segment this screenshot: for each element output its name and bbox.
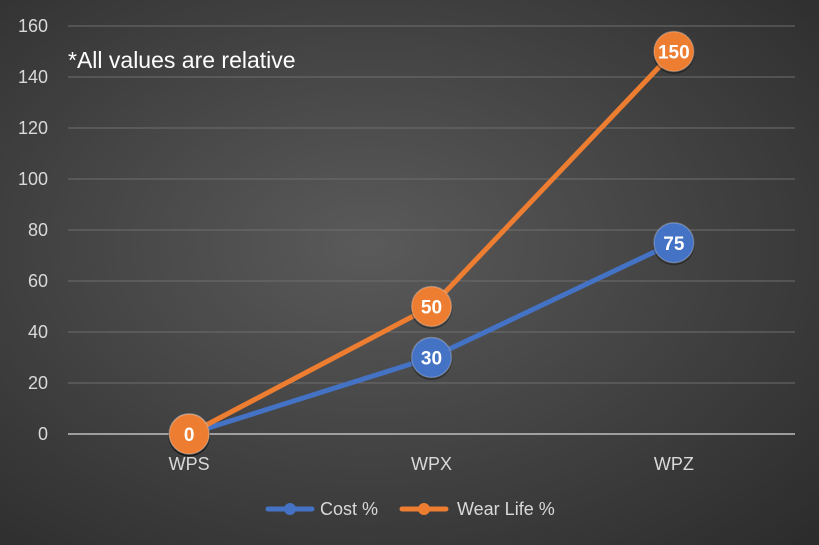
legend-marker-0	[284, 503, 296, 515]
x-axis-ticks: WPS WPX WPZ	[169, 454, 694, 474]
y-tick-label: 140	[18, 67, 48, 87]
data-label: 0	[184, 425, 195, 446]
data-point	[410, 336, 453, 379]
data-point	[653, 30, 695, 73]
legend-label: Wear Life %	[457, 499, 555, 519]
legend-marker-1	[418, 503, 430, 515]
y-tick-label: 40	[28, 322, 48, 342]
gridlines	[68, 25, 795, 435]
x-tick-label: WPX	[411, 454, 452, 474]
x-tick-label: WPZ	[654, 454, 694, 474]
legend-label: Cost %	[320, 499, 378, 519]
y-tick-label: 120	[18, 118, 48, 138]
data-label: 150	[658, 43, 690, 64]
y-tick-label: 100	[18, 169, 48, 189]
x-tick-label: WPS	[169, 454, 210, 474]
y-tick-label: 80	[28, 220, 48, 240]
data-markers: 03075050150	[168, 30, 695, 457]
data-label: 30	[421, 349, 442, 370]
legend: Cost % Wear Life %	[265, 499, 555, 519]
chart-annotation: *All values are relative	[68, 47, 296, 73]
y-tick-label: 20	[28, 373, 48, 393]
data-label: 75	[663, 234, 685, 255]
y-axis-ticks: 0 20 40 60 80 100 120 140 160	[18, 16, 48, 444]
data-point	[653, 222, 695, 264]
y-tick-label: 60	[28, 271, 48, 291]
data-point	[168, 413, 210, 455]
y-tick-label: 0	[38, 424, 48, 444]
y-tick-label: 160	[18, 16, 48, 36]
data-label: 50	[421, 298, 442, 319]
data-point	[410, 285, 453, 328]
